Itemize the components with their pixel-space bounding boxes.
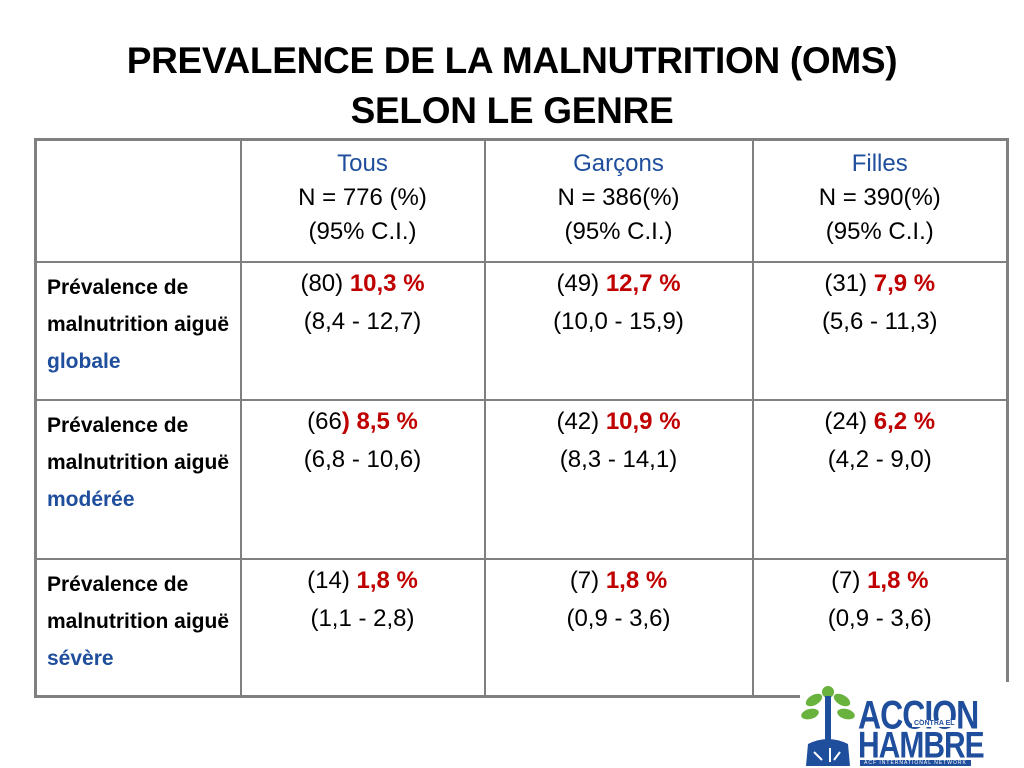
cell-percent: 1,8 % [867,566,929,594]
cell-ci: (8,3 - 14,1) [559,445,678,473]
cell-count-close: ) [341,407,357,435]
cell-count: (42) [556,407,606,435]
cell-count: (66 [307,407,342,435]
table-cell: (14) 1,8 % (1,1 - 2,8) [239,557,486,698]
cell-ci: (0,9 - 3,6) [827,604,932,632]
cell-percent: 12,7 % [605,270,681,298]
column-n: N = 776 (%) [298,184,427,211]
logo-network-text: ACF INTERNATIONAL NETWORK [860,760,971,766]
header-garcons: Garçons N = 386(%) (95% C.I.) [483,138,754,264]
table-cell: (42) 10,9 % (8,3 - 14,1) [483,398,754,560]
acf-logo: ACCION CONTRA EL HAMBRE ACF INTERNATIONA… [800,682,1020,768]
header-filles: Filles N = 390(%) (95% C.I.) [751,138,1009,264]
cell-count: (24) [824,407,874,435]
row-label-highlight: sévère [47,646,114,670]
column-n: N = 390(%) [818,184,941,211]
slide-title: PREVALENCE DE LA MALNUTRITION (OMS) SELO… [0,36,1024,136]
cell-percent: 7,9 % [873,270,936,298]
cell-percent: 10,3 % [349,270,425,298]
logo-text-contra: CONTRA EL [912,720,957,727]
column-group-label: Garçons [573,150,664,177]
cell-percent: 10,9 % [605,407,681,435]
row-label: Prévalence de malnutrition aiguë modérée [34,398,242,560]
row-label-text: Prévalence de malnutrition aiguë [47,276,230,337]
cell-count: (31) [824,270,874,298]
prevalence-table: Tous N = 776 (%) (95% C.I.) Garçons N = … [34,138,1009,698]
table-cell: (7) 1,8 % (0,9 - 3,6) [751,557,1009,698]
cell-percent: 8,5 % [356,407,418,435]
table-cell: (66) 8,5 % (6,8 - 10,6) [239,398,486,560]
cell-count: (80) [300,270,350,298]
row-label: Prévalence de malnutrition aiguë sévère [34,557,242,698]
table-cell: (24) 6,2 % (4,2 - 9,0) [751,398,1009,560]
column-n: N = 386(%) [557,184,680,211]
table-cell: (80) 10,3 % (8,4 - 12,7) [239,261,486,401]
row-label-text: Prévalence de malnutrition aiguë [47,572,230,633]
cell-ci: (4,2 - 9,0) [827,445,932,473]
table-header-row: Tous N = 776 (%) (95% C.I.) Garçons N = … [34,138,1009,264]
row-label-highlight: modérée [47,487,135,511]
row-label: Prévalence de malnutrition aiguë globale [34,261,242,401]
table-row-severe: Prévalence de malnutrition aiguë sévère … [34,557,1009,698]
header-empty-cell [34,138,242,264]
row-label-text: Prévalence de malnutrition aiguë [47,413,230,474]
cell-percent: 6,2 % [873,407,936,435]
cell-percent: 1,8 % [605,566,668,594]
table-row-moderee: Prévalence de malnutrition aiguë modérée… [34,398,1009,560]
column-ci: (95% C.I.) [564,218,673,245]
cell-count: (7) [831,566,868,594]
cell-count: (14) [307,566,357,594]
cell-ci: (5,6 - 11,3) [821,308,938,336]
slide-title-line2: SELON LE GENRE [350,90,674,131]
column-group-label: Tous [337,150,388,177]
table-cell: (31) 7,9 % (5,6 - 11,3) [751,261,1009,401]
table-cell: (49) 12,7 % (10,0 - 15,9) [483,261,754,401]
cell-ci: (8,4 - 12,7) [303,308,422,336]
plant-icon [801,686,855,766]
column-ci: (95% C.I.) [308,218,417,245]
column-group-label: Filles [851,150,908,177]
table-row-globale: Prévalence de malnutrition aiguë globale… [34,261,1009,401]
cell-ci: (6,8 - 10,6) [303,445,422,473]
row-label-highlight: globale [47,350,121,374]
table-cell: (7) 1,8 % (0,9 - 3,6) [483,557,754,698]
cell-ci: (1,1 - 2,8) [310,604,415,632]
logo-text-hambre: HAMBRE [858,725,985,767]
header-tous: Tous N = 776 (%) (95% C.I.) [239,138,486,264]
slide-title-line1: PREVALENCE DE LA MALNUTRITION (OMS) [126,40,898,81]
cell-percent: 1,8 % [356,566,418,594]
logo-text-accion: ACCION [858,692,979,737]
cell-count: (49) [556,270,606,298]
cell-count: (7) [569,566,606,594]
cell-ci: (0,9 - 3,6) [566,604,671,632]
cell-ci: (10,0 - 15,9) [553,308,684,336]
column-ci: (95% C.I.) [825,218,934,245]
